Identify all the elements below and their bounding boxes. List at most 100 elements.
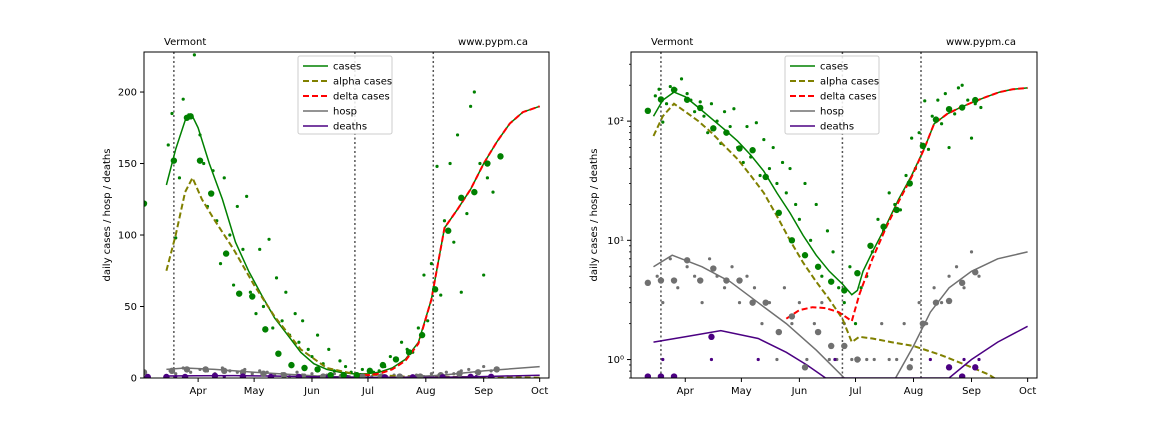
weekly-cases-point [497,153,503,159]
weekly-cases-point [841,287,847,293]
weekly-cases-point [815,264,821,270]
daily-cases-point [307,348,310,351]
daily-deaths-point [661,358,664,361]
legend-label: deaths [333,122,367,133]
daily-cases-point [755,121,758,124]
y-tick-label: 200 [118,88,137,99]
x-tick-label: May [731,386,752,397]
chart-title-right: www.pypm.ca [458,37,528,48]
daily-cases-point [775,182,778,185]
weekly-cases-point [262,326,268,332]
x-tick-label: Jun [791,386,808,397]
weekly-hosp-point [776,329,782,335]
weekly-hosp-point [456,371,462,377]
daily-hosp-point [865,358,868,361]
daily-cases-point [815,203,818,206]
legend-label: delta cases [333,92,390,103]
daily-cases-point [732,107,735,110]
weekly-cases-point [749,147,755,153]
daily-hosp-point [888,358,891,361]
daily-hosp-point [467,368,470,371]
weekly-cases-point [867,243,873,249]
legend-label: deaths [820,122,854,133]
daily-cases-point [271,326,274,329]
weekly-cases-point [802,252,808,258]
weekly-hosp-point [802,364,808,370]
daily-hosp-point [880,322,883,325]
weekly-hosp-point [736,277,742,283]
daily-cases-point [417,326,420,329]
y-tick-label: 150 [118,159,137,170]
weekly-cases-point [854,270,860,276]
daily-cases-point [772,146,775,149]
weekly-cases-point [314,366,320,372]
weekly-cases-point [354,372,360,378]
legend-label: alpha cases [820,77,879,88]
weekly-cases-point [393,356,399,362]
daily-cases-point [710,102,713,105]
weekly-deaths-point [163,374,169,380]
daily-cases-point [316,334,319,337]
weekly-cases-point [880,224,886,230]
daily-hosp-point [656,275,659,278]
daily-cases-point [686,92,689,95]
weekly-hosp-point [260,371,266,377]
weekly-cases-point [710,125,716,131]
weekly-deaths-point [439,374,445,380]
weekly-hosp-point [684,257,690,263]
daily-deaths-point [757,358,760,361]
weekly-hosp-point [359,373,365,379]
weekly-cases-point [697,105,703,111]
weekly-hosp-point [867,383,873,389]
weekly-hosp-point [417,373,423,379]
daily-cases-point [699,100,702,103]
daily-hosp-point [700,301,703,304]
daily-cases-point [223,176,226,179]
y-tick-label: 100 [118,231,137,242]
y-axis-label: daily cases / hosp / deaths [589,149,600,282]
weekly-cases-point [406,349,412,355]
x-tick-label: Oct [1019,386,1036,397]
weekly-cases-point [301,365,307,371]
daily-cases-point [400,341,403,344]
daily-cases-point [327,348,330,351]
daily-cases-point [979,106,982,109]
daily-cases-point [923,99,926,102]
weekly-deaths-point [296,374,302,380]
daily-cases-point [860,286,863,289]
x-tick-label: Aug [904,386,924,397]
chart-title-left: Vermont [651,37,693,48]
weekly-deaths-point [708,334,714,340]
daily-cases-point [781,161,784,164]
daily-cases-point [947,146,950,149]
weekly-hosp-point [221,368,227,374]
chart-1: AprMayJunJulAugSepOct050100150200daily c… [102,37,549,397]
daily-hosp-point [850,358,853,361]
daily-cases-point [228,233,231,236]
daily-cases-point [294,312,297,315]
weekly-hosp-point [671,277,677,283]
daily-cases-point [831,250,834,253]
chart-title-right: www.pypm.ca [946,37,1016,48]
weekly-hosp-point [763,299,769,305]
daily-cases-point [232,283,235,286]
weekly-hosp-point [169,368,175,374]
weekly-cases-point [933,116,939,122]
weekly-cases-point [946,106,952,112]
x-tick-label: Apr [189,386,207,397]
weekly-hosp-point [946,298,952,304]
daily-cases-point [338,359,341,362]
daily-cases-point [936,99,939,102]
daily-hosp-point [962,286,965,289]
weekly-hosp-point [815,329,821,335]
legend-label: alpha cases [333,77,392,88]
daily-cases-point [745,125,748,128]
weekly-deaths-point [410,374,416,380]
x-tick-label: Sep [962,386,981,397]
daily-hosp-point [760,322,763,325]
weekly-cases-point [236,290,242,296]
legend-label: cases [820,62,848,73]
daily-hosp-point [708,257,711,260]
weekly-cases-point [723,129,729,135]
daily-cases-point [785,191,788,194]
